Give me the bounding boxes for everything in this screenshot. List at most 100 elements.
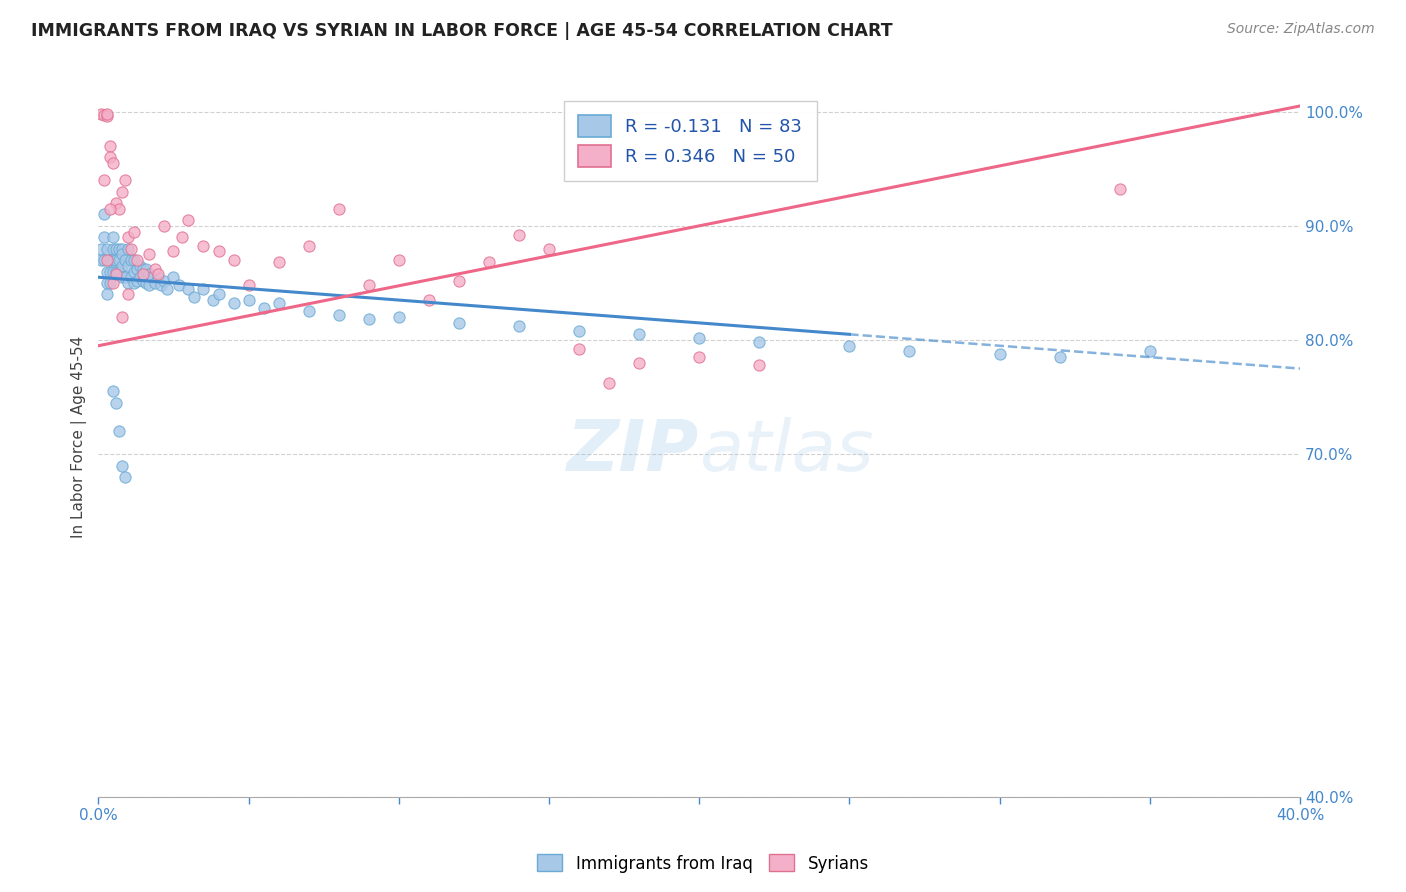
Point [96,287,118,301]
Point [93,173,115,187]
Point [153,274,176,288]
Point [568,342,591,356]
Point [688,331,710,345]
Point [111,310,134,325]
Text: IMMIGRANTS FROM IRAQ VS SYRIAN IN LABOR FORCE | AGE 45-54 CORRELATION CHART: IMMIGRANTS FROM IRAQ VS SYRIAN IN LABOR … [31,22,893,40]
Point [153,219,176,233]
Point [328,202,350,216]
Point [117,230,139,244]
Point [105,396,128,410]
Point [120,270,142,285]
Point [132,267,155,281]
Point [108,253,131,268]
Point [183,290,205,304]
Point [96,107,118,121]
Point [138,247,160,261]
Point [156,282,179,296]
Point [124,253,146,268]
Point [98,253,121,268]
Point [222,253,245,268]
Point [150,278,173,293]
Point [172,230,194,244]
Text: atlas: atlas [699,417,873,486]
Point [127,253,149,268]
Point [162,244,184,258]
Point [148,267,170,281]
Point [207,287,229,301]
Point [93,230,115,244]
Point [628,356,651,370]
Point [114,253,136,268]
Point [537,242,560,256]
Point [103,264,125,278]
Point [105,264,128,278]
Point [418,293,440,307]
Point [298,239,321,253]
Point [145,276,167,290]
Legend: Immigrants from Iraq, Syrians: Immigrants from Iraq, Syrians [530,847,876,880]
Point [111,458,134,473]
Point [193,282,215,296]
Point [177,213,200,227]
Y-axis label: In Labor Force | Age 45-54: In Labor Force | Age 45-54 [72,336,87,538]
Point [838,339,860,353]
Point [162,270,184,285]
Point [105,242,128,256]
Point [93,253,115,268]
Point [90,107,112,121]
Point [328,308,350,322]
Point [117,276,139,290]
Point [478,255,501,269]
Point [114,173,136,187]
Point [96,264,118,278]
Point [628,327,651,342]
Point [108,425,131,439]
Point [117,287,139,301]
Point [124,264,146,278]
Point [138,278,160,293]
Point [111,270,134,285]
Point [103,276,125,290]
Point [103,253,125,268]
Point [748,335,770,350]
Point [145,262,167,277]
Point [117,242,139,256]
Point [127,262,149,277]
Point [252,301,274,315]
Point [103,230,125,244]
Point [108,242,131,256]
Point [169,278,191,293]
Point [111,247,134,261]
Point [120,242,142,256]
Point [447,274,470,288]
Point [129,259,152,273]
Point [898,344,921,359]
Point [124,276,146,290]
Point [111,185,134,199]
Legend: R = -0.131   N = 83, R = 0.346   N = 50: R = -0.131 N = 83, R = 0.346 N = 50 [564,101,817,181]
Point [120,253,142,268]
Text: Source: ZipAtlas.com: Source: ZipAtlas.com [1227,22,1375,37]
Point [357,278,380,293]
Point [357,312,380,326]
Point [688,350,710,364]
Point [108,264,131,278]
Point [135,276,157,290]
Point [132,274,155,288]
Point [93,207,115,221]
Point [98,264,121,278]
Point [1049,350,1071,364]
Point [98,276,121,290]
Point [96,109,118,123]
Point [388,310,411,325]
Point [114,470,136,484]
Text: ZIP: ZIP [567,417,699,486]
Point [111,242,134,256]
Point [105,196,128,211]
Point [207,244,229,258]
Point [508,227,530,242]
Point [103,384,125,399]
Point [90,242,112,256]
Point [103,242,125,256]
Point [105,267,128,281]
